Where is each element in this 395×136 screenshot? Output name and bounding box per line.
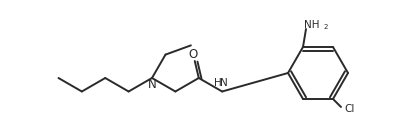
Text: N: N bbox=[148, 78, 156, 92]
Text: H: H bbox=[214, 78, 222, 89]
Text: Cl: Cl bbox=[345, 104, 355, 114]
Text: NH: NH bbox=[304, 20, 320, 30]
Text: N: N bbox=[220, 78, 228, 89]
Text: O: O bbox=[188, 47, 198, 61]
Text: 2: 2 bbox=[324, 24, 328, 30]
